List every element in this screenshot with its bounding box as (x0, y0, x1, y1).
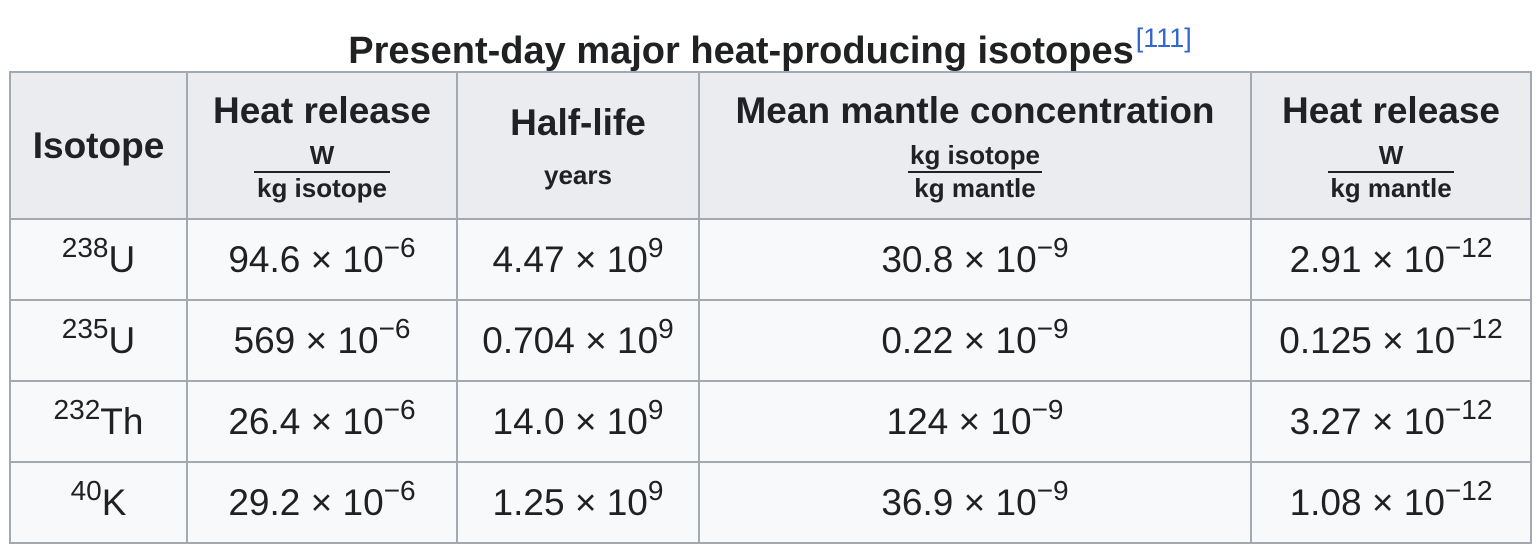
unit-numerator: W (253, 140, 391, 173)
header-concentration-label: Mean mantle concentration (735, 89, 1215, 131)
caption-title: Present-day major heat-producing isotope… (348, 30, 1134, 72)
concentration-cell: 124 × 10−9 (698, 380, 1252, 463)
table-row: 232Th 26.4 × 10−6 14.0 × 109 124 × 10−9 … (9, 380, 1532, 463)
unit-denominator: kg mantle (914, 172, 1036, 203)
unit-numerator: kg isotope (907, 140, 1042, 173)
header-heat-release-isotope: Heat release W kg isotope (186, 71, 458, 220)
citation-link[interactable]: [111] (1135, 23, 1192, 53)
table-row: 235U 569 × 10−6 0.704 × 109 0.22 × 10−9 … (9, 299, 1532, 382)
header-concentration: Mean mantle concentration kg isotope kg … (698, 71, 1252, 220)
header-heat-release-label: Heat release (1281, 89, 1501, 131)
header-heat-release-label: Heat release (212, 89, 432, 131)
half-life-cell: 0.704 × 109 (456, 299, 700, 382)
concentration-cell: 36.9 × 10−9 (698, 461, 1252, 544)
half-life-cell: 14.0 × 109 (456, 380, 700, 463)
element-symbol: U (108, 238, 136, 280)
heat-release-mantle-cell: 1.08 × 10−12 (1250, 461, 1532, 544)
unit-years: years (544, 160, 612, 190)
isotopes-table: Isotope Heat release W kg isotope Half-l… (9, 71, 1532, 544)
isotope-cell: 40K (9, 461, 188, 544)
concentration-cell: 0.22 × 10−9 (698, 299, 1252, 382)
unit-fraction: W kg mantle (1328, 140, 1454, 204)
table-row: 40K 29.2 × 10−6 1.25 × 109 36.9 × 10−9 1… (9, 461, 1532, 544)
isotope-cell: 235U (9, 299, 188, 382)
half-life-cell: 4.47 × 109 (456, 218, 700, 301)
header-row: Isotope Heat release W kg isotope Half-l… (9, 71, 1532, 220)
unit-denominator: kg mantle (1330, 172, 1452, 203)
element-symbol: U (108, 319, 136, 361)
unit-fraction: W kg isotope (253, 140, 391, 204)
isotope-cell: 238U (9, 218, 188, 301)
heat-release-mantle-cell: 0.125 × 10−12 (1250, 299, 1532, 382)
header-half-life: Half-life years (456, 71, 700, 220)
header-isotope-label: Isotope (32, 124, 165, 166)
heat-release-isotope-cell: 26.4 × 10−6 (186, 380, 458, 463)
element-symbol: K (101, 481, 127, 523)
heat-release-isotope-cell: 569 × 10−6 (186, 299, 458, 382)
header-half-life-label: Half-life (510, 102, 646, 143)
heat-release-isotope-cell: 94.6 × 10−6 (186, 218, 458, 301)
unit-denominator: kg isotope (256, 172, 387, 203)
heat-release-mantle-cell: 2.91 × 10−12 (1250, 218, 1532, 301)
table-row: 238U 94.6 × 10−6 4.47 × 109 30.8 × 10−9 … (9, 218, 1532, 301)
table-caption: Present-day major heat-producing isotope… (0, 12, 1540, 77)
header-isotope: Isotope (9, 71, 188, 220)
mass-number: 238 (61, 231, 109, 263)
heat-release-isotope-cell: 29.2 × 10−6 (186, 461, 458, 544)
element-symbol: Th (100, 400, 144, 442)
header-heat-release-mantle: Heat release W kg mantle (1250, 71, 1532, 220)
half-life-cell: 1.25 × 109 (456, 461, 700, 544)
mass-number: 232 (53, 393, 101, 425)
concentration-cell: 30.8 × 10−9 (698, 218, 1252, 301)
isotope-cell: 232Th (9, 380, 188, 463)
unit-fraction: kg isotope kg mantle (907, 140, 1042, 204)
heat-release-mantle-cell: 3.27 × 10−12 (1250, 380, 1532, 463)
mass-number: 235 (61, 312, 109, 344)
mass-number: 40 (70, 474, 102, 506)
unit-numerator: W (1328, 140, 1454, 173)
